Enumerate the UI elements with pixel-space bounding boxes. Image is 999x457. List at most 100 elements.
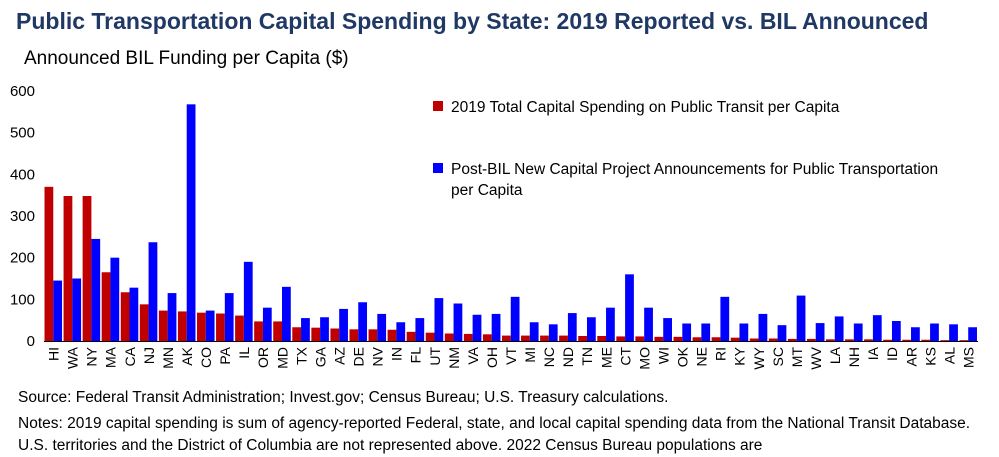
x-tick-label: OK xyxy=(675,346,691,367)
bar-2019-me xyxy=(597,336,607,341)
legend-label-bil: Post-BIL New Capital Project Announcemen… xyxy=(451,161,938,199)
bar-bil-nv xyxy=(377,313,387,341)
bar-bil-ky xyxy=(739,323,749,341)
x-tick-label: WV xyxy=(808,346,824,369)
legend-label-2019: 2019 Total Capital Spending on Public Tr… xyxy=(451,99,840,116)
x-tick-label: NE xyxy=(694,347,710,366)
x-tick-label: PA xyxy=(217,346,233,364)
x-tick-label: NV xyxy=(370,346,386,366)
bar-2019-wi xyxy=(654,336,664,341)
bar-2019-ca xyxy=(120,292,130,341)
bar-bil-or xyxy=(262,307,272,341)
x-tick-label: VA xyxy=(465,346,481,364)
bar-bil-hi xyxy=(53,280,63,341)
x-tick-label: UT xyxy=(427,347,443,366)
legend-swatch-2019 xyxy=(433,101,443,111)
bar-bil-ca xyxy=(129,287,139,341)
x-tick-label: ID xyxy=(884,347,900,361)
legend-swatch-bil xyxy=(433,163,443,173)
bar-bil-wy xyxy=(758,313,768,341)
x-tick-label: IL xyxy=(236,347,252,359)
x-tick-label: CO xyxy=(198,347,214,368)
x-tick-label: KY xyxy=(732,346,748,365)
x-tick-label: AZ xyxy=(331,347,347,365)
x-tick-label: AR xyxy=(903,347,919,366)
bar-2019-de xyxy=(349,329,359,341)
bar-2019-ky xyxy=(730,337,740,341)
x-tick-label: NM xyxy=(446,347,462,369)
bar-bil-md xyxy=(282,286,291,341)
bar-bil-pa xyxy=(224,293,234,341)
bar-2019-ut xyxy=(425,332,435,341)
bar-2019-mo xyxy=(635,336,645,341)
bar-bil-ga xyxy=(320,317,329,341)
x-tick-label: MO xyxy=(636,347,652,370)
x-tick-label: MD xyxy=(274,347,290,369)
bar-2019-oh xyxy=(482,334,492,341)
bar-2019-sc xyxy=(768,338,778,341)
bar-bil-wi xyxy=(663,318,672,341)
bar-bil-oh xyxy=(491,313,501,341)
x-tick-label: VT xyxy=(503,347,519,365)
x-tick-label: MT xyxy=(789,347,805,368)
bar-2019-ct xyxy=(616,336,626,341)
chart-title: Public Transportation Capital Spending b… xyxy=(16,8,929,34)
bar-2019-tn xyxy=(578,336,587,341)
x-tick-label: OR xyxy=(255,347,271,368)
bar-bil-ne xyxy=(701,323,711,341)
bar-2019-ia xyxy=(864,339,873,341)
bar-bil-ia xyxy=(872,315,882,341)
y-tick-label: 0 xyxy=(27,333,35,350)
x-tick-label: RI xyxy=(713,347,729,361)
bar-bil-ok xyxy=(682,323,692,341)
x-tick-label: TX xyxy=(293,346,309,365)
bar-bil-la xyxy=(834,316,844,341)
bar-bil-nh xyxy=(853,323,863,341)
bar-2019-id xyxy=(883,339,892,341)
y-tick-label: 100 xyxy=(10,291,35,308)
x-tick-label: WI xyxy=(656,347,672,364)
x-tick-label: HI xyxy=(46,347,62,361)
bar-bil-ak xyxy=(186,104,196,341)
bar-bil-me xyxy=(606,307,615,341)
x-tick-label: DE xyxy=(351,347,367,366)
bar-2019-wa xyxy=(63,196,73,341)
bar-2019-nc xyxy=(540,335,549,341)
bar-2019-il xyxy=(235,315,244,341)
x-tick-label: IA xyxy=(865,346,881,360)
bar-2019-hi xyxy=(44,186,54,341)
legend: 2019 Total Capital Spending on Public Tr… xyxy=(433,99,938,199)
bar-bil-nc xyxy=(548,324,558,341)
bar-marks xyxy=(44,104,977,341)
x-tick-label: WY xyxy=(751,346,767,369)
bar-2019-mn xyxy=(158,310,168,341)
bar-bil-mi xyxy=(529,322,539,341)
bar-bil-ma xyxy=(110,257,120,341)
bar-bil-ms xyxy=(968,327,977,341)
bar-bil-id xyxy=(891,321,901,341)
bar-2019-mt xyxy=(787,338,797,341)
x-tick-label: GA xyxy=(312,346,328,367)
bar-bil-al xyxy=(949,324,958,341)
x-tick-label: TN xyxy=(579,347,595,366)
bar-2019-nd xyxy=(559,335,568,341)
bar-bil-ks xyxy=(930,323,939,341)
bar-bil-wa xyxy=(72,278,82,341)
bar-2019-wv xyxy=(806,338,816,341)
x-tick-label: NC xyxy=(541,347,557,367)
y-tick-label: 400 xyxy=(10,166,35,183)
bar-bil-wv xyxy=(815,323,825,341)
y-axis: 0 100 200 300 400 500 600 xyxy=(10,83,35,350)
notes-text: Notes: 2019 capital spending is sum of a… xyxy=(18,415,971,454)
x-tick-label: AK xyxy=(179,346,195,365)
y-tick-label: 300 xyxy=(10,208,35,225)
y-tick-label: 500 xyxy=(10,125,35,142)
bar-bil-co xyxy=(205,310,215,341)
bar-bil-fl xyxy=(415,318,425,341)
x-tick-label: NY xyxy=(84,346,100,366)
x-tick-label: MN xyxy=(160,347,176,369)
bar-2019-nm xyxy=(444,333,454,341)
bar-2019-nh xyxy=(845,339,854,341)
bar-2019-va xyxy=(463,333,473,341)
bar-2019-ri xyxy=(711,337,721,341)
